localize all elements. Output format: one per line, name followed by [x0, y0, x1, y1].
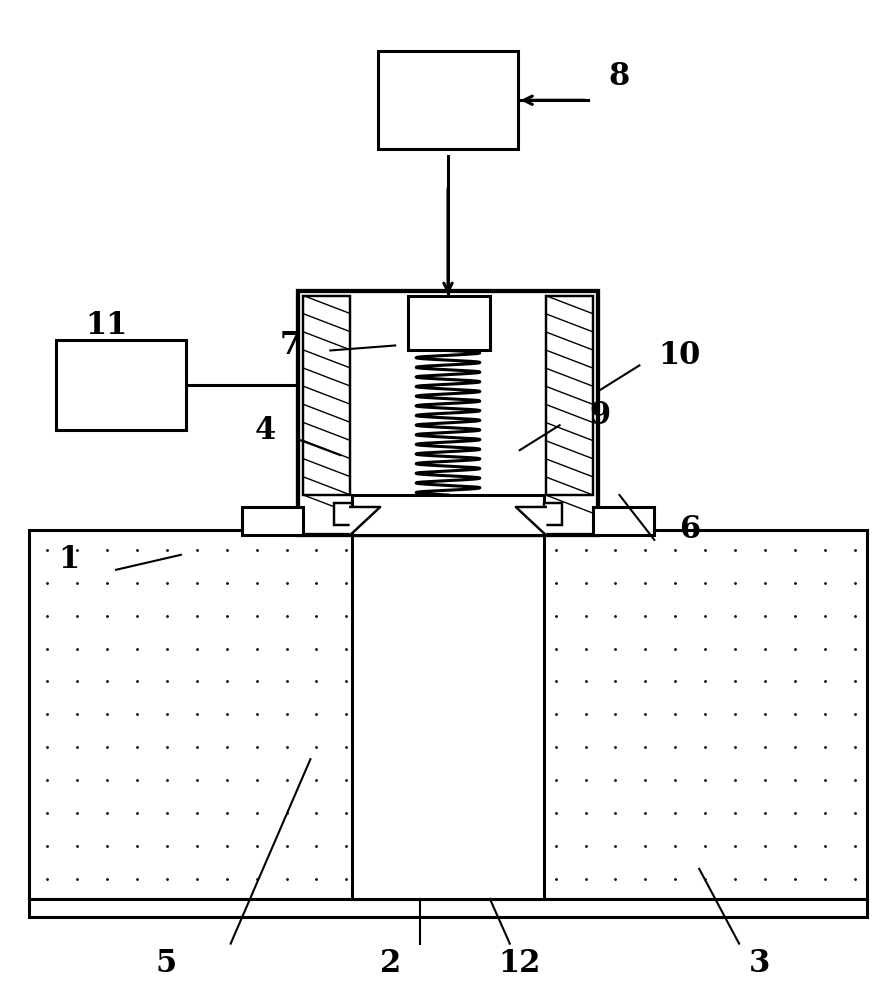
Bar [352, 532, 544, 534]
Text: 4: 4 [255, 415, 276, 446]
Text: 10: 10 [659, 340, 701, 371]
Bar [544, 502, 562, 524]
Polygon shape [516, 506, 546, 534]
Bar [408, 296, 490, 351]
Text: 12: 12 [498, 948, 541, 979]
Bar [592, 506, 654, 534]
Bar [242, 506, 304, 534]
Bar [352, 496, 544, 534]
Text: 11: 11 [85, 310, 127, 341]
Bar [298, 291, 598, 534]
Bar [56, 341, 185, 431]
Bar [30, 529, 866, 899]
Bar [30, 899, 866, 917]
Bar [334, 502, 352, 524]
Text: 2: 2 [380, 948, 401, 979]
Text: 8: 8 [609, 61, 630, 92]
Bar [352, 531, 544, 899]
Text: 5: 5 [155, 948, 177, 979]
Text: 7: 7 [280, 330, 301, 361]
Text: 3: 3 [748, 948, 770, 979]
Text: 9: 9 [589, 400, 610, 431]
Bar [546, 296, 592, 496]
Bar [378, 51, 518, 149]
Bar [304, 296, 350, 496]
Text: 1: 1 [58, 544, 80, 575]
Text: 6: 6 [678, 514, 700, 545]
Polygon shape [350, 506, 380, 534]
